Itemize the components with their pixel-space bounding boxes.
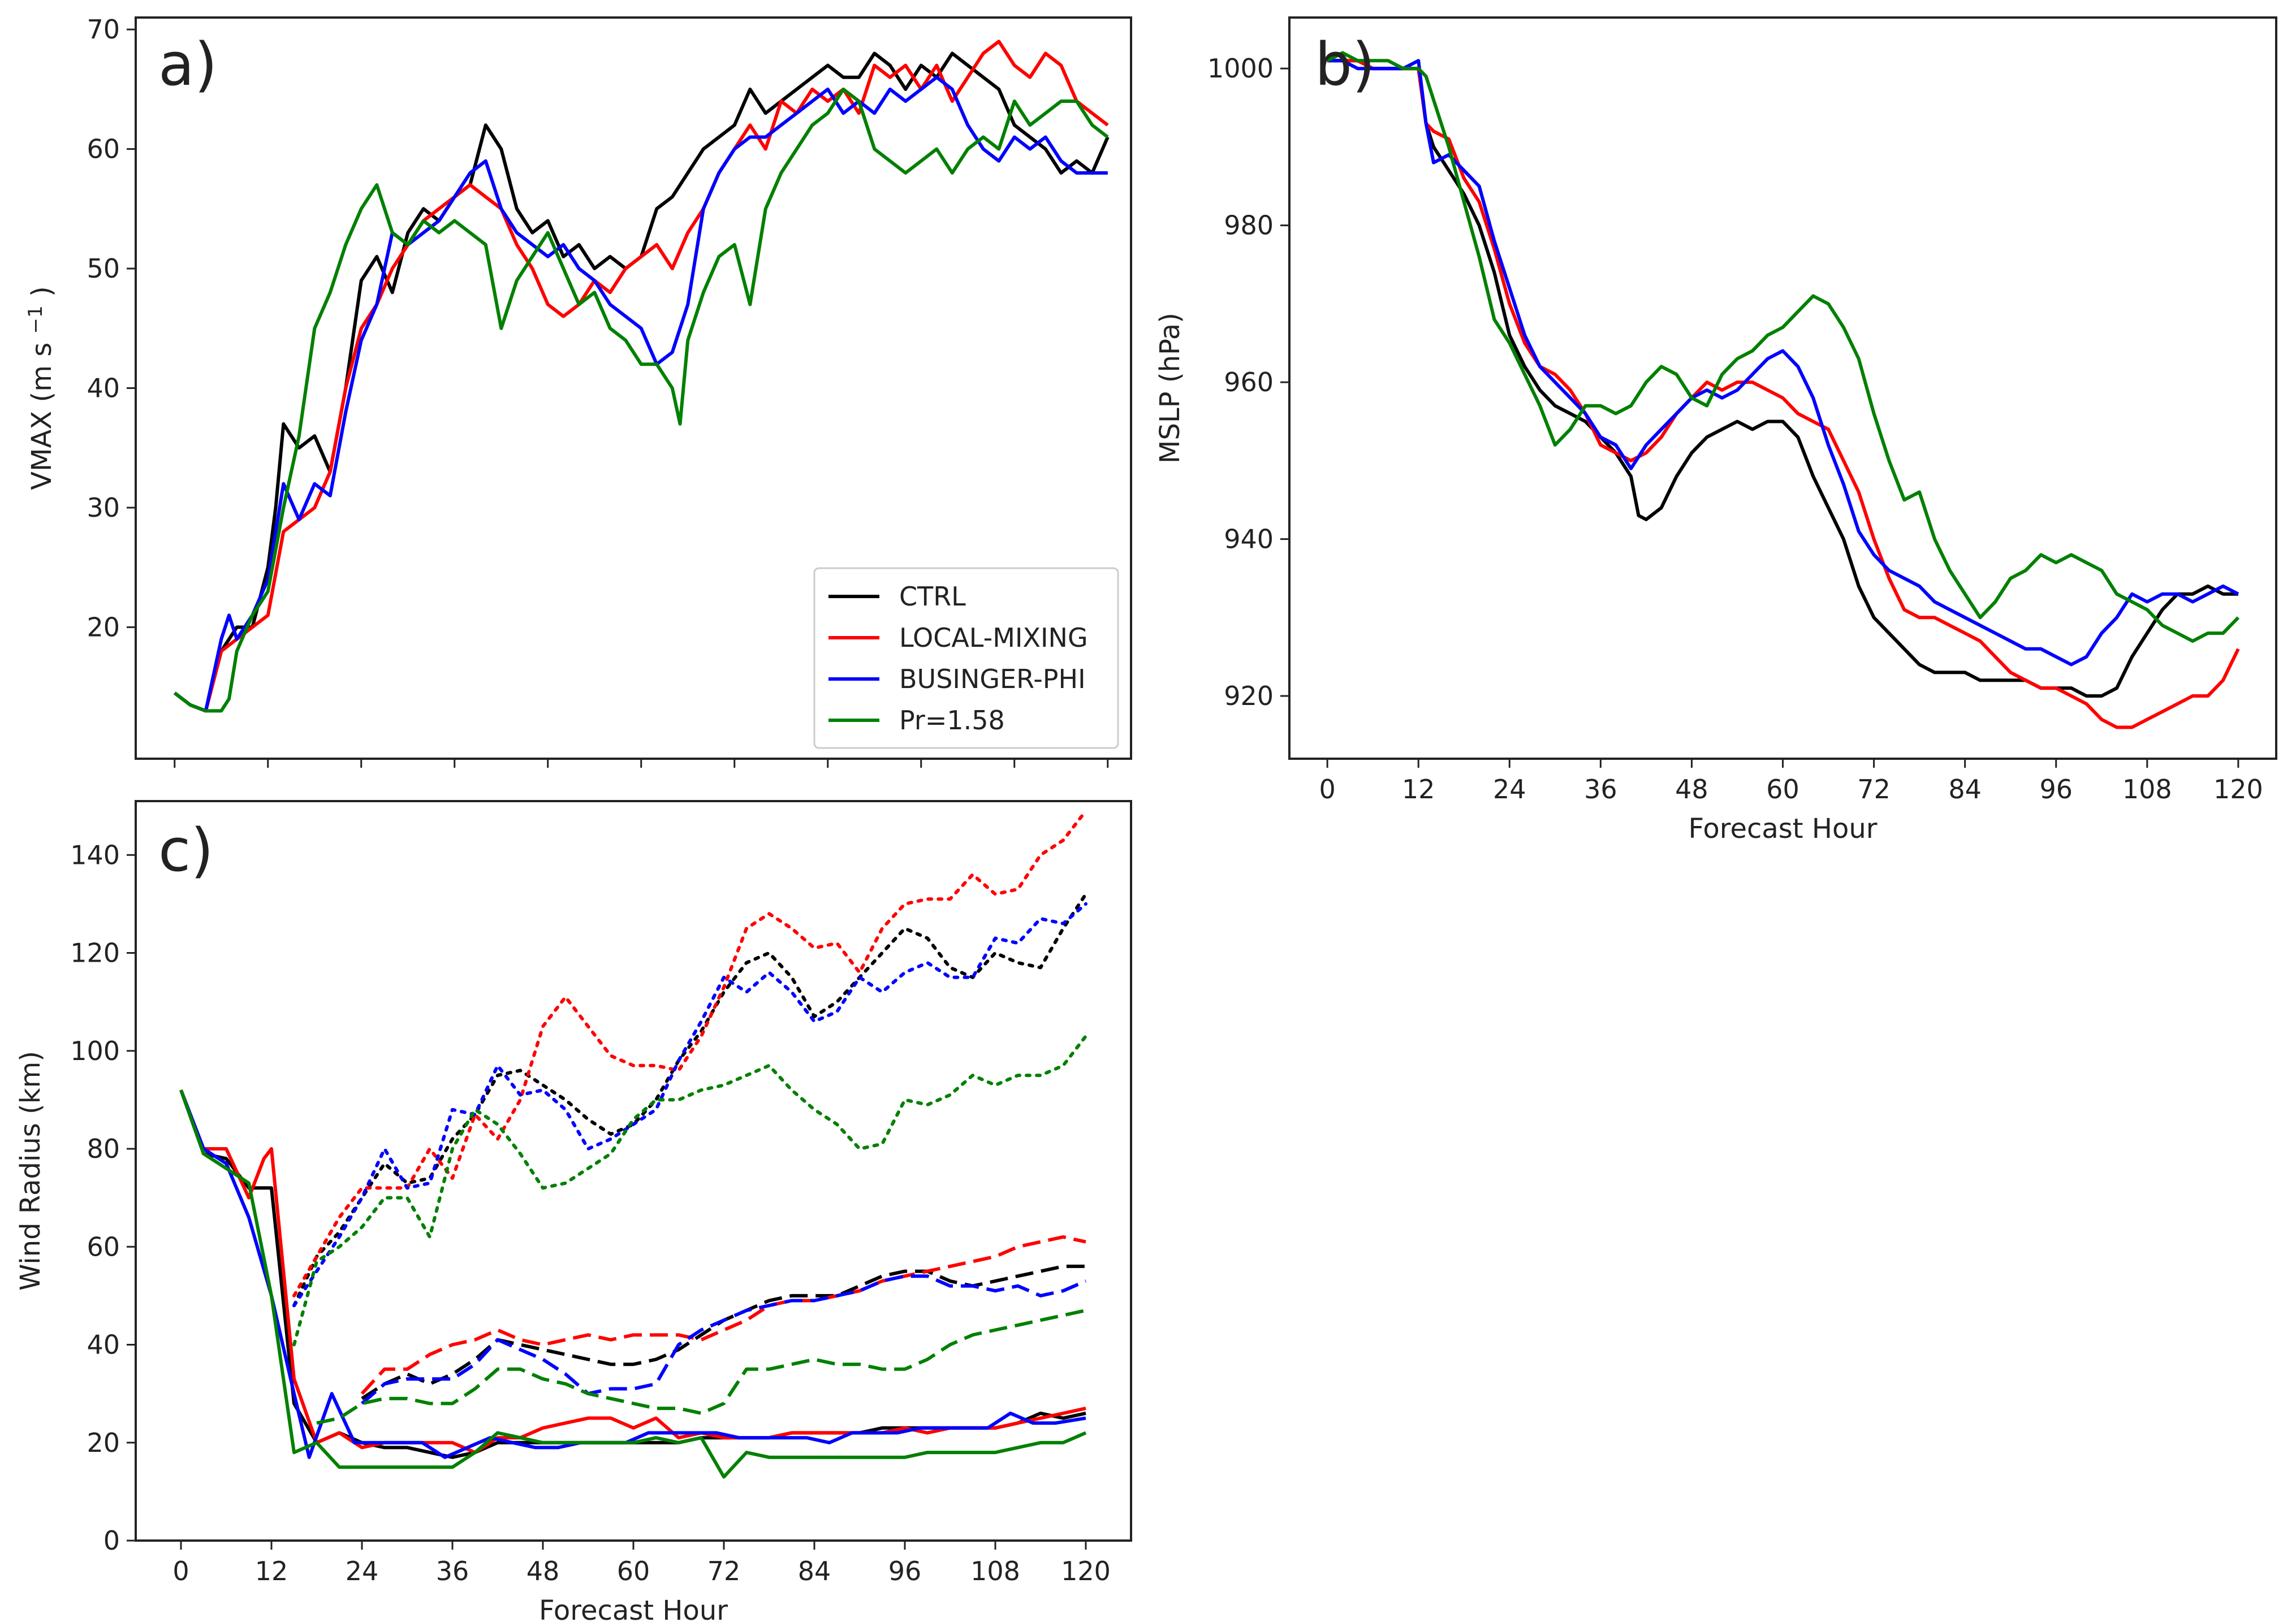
y-tick-label: 920 xyxy=(1224,681,1274,711)
x-tick-label: 0 xyxy=(172,1556,189,1586)
y-tick-label: 80 xyxy=(87,1134,120,1164)
y-tick-label: 0 xyxy=(103,1525,120,1556)
legend-label-local-mixing: LOCAL-MIXING xyxy=(899,622,1088,653)
panel-a-ylabel-main: VMAX (m s xyxy=(26,343,58,490)
y-tick-label: 60 xyxy=(87,134,120,165)
panel-c-xlabel: Forecast Hour xyxy=(539,1595,728,1622)
panel-c-ylabel: Wind Radius (km) xyxy=(15,1051,46,1291)
panel-a-ylabel-end: ) xyxy=(26,286,58,297)
y-tick-label: 1000 xyxy=(1207,53,1274,84)
panel-b-xlabel: Forecast Hour xyxy=(1689,813,1878,845)
series-pr-1-58-dashed-line xyxy=(316,1308,1086,1425)
panel-b-ylabel: MSLP (hPa) xyxy=(1154,313,1186,464)
x-tick-label: 84 xyxy=(798,1556,831,1586)
y-tick-label: 60 xyxy=(87,1231,120,1262)
x-tick-label: 84 xyxy=(1948,774,1982,804)
x-tick-label: 12 xyxy=(255,1556,288,1586)
series-local-mixing-dotted-line xyxy=(292,809,1087,1297)
y-tick-label: 70 xyxy=(87,14,120,45)
y-tick-label: 140 xyxy=(70,840,120,870)
y-tick-label: 940 xyxy=(1224,524,1274,555)
y-tick-label: 30 xyxy=(87,492,120,523)
series-businger-phi-dashed-line xyxy=(361,1274,1087,1405)
series-local-mixing-solid-line xyxy=(1327,59,2240,729)
x-tick-label: 24 xyxy=(1493,774,1526,804)
y-tick-label: 120 xyxy=(70,938,120,968)
x-tick-label: 0 xyxy=(1319,774,1335,804)
x-tick-label: 108 xyxy=(970,1556,1020,1586)
x-tick-label: 108 xyxy=(2122,774,2172,804)
panel-b-series-layer xyxy=(1326,51,2240,729)
x-tick-label: 72 xyxy=(1857,774,1891,804)
series-ctrl-solid-line xyxy=(1327,59,2238,698)
panel-b-tick-layer: 0 12 24 36 48 60 72 84 96 108 120 920 940 960 980 1000 xyxy=(1207,53,2263,804)
panel-a-axes-frame xyxy=(135,16,1132,760)
series-ctrl-dotted-line xyxy=(292,892,1087,1308)
legend-entries: CTRL LOCAL-MIXING BUSINGER-PHI Pr=1.58 xyxy=(828,581,1088,736)
series-pr-1-58-solid-line xyxy=(1326,51,2240,643)
panel-b-axes-frame xyxy=(1288,16,2277,760)
panel-b-label: b) xyxy=(1315,30,1375,99)
y-tick-label: 40 xyxy=(87,373,120,404)
y-tick-label: 100 xyxy=(70,1036,120,1066)
y-tick-label: 980 xyxy=(1224,210,1274,241)
panel-c-axes-frame xyxy=(135,800,1132,1542)
x-tick-label: 60 xyxy=(617,1556,650,1586)
series-local-mixing-dashed-line xyxy=(360,1235,1086,1395)
panel-b-mslp-chart: 0 12 24 36 48 60 72 84 96 108 1209209409609801000 … xyxy=(1154,16,2277,845)
panel-a-tick-layer: 20 30 40 50 60 70 xyxy=(87,14,1109,768)
x-tick-label: 12 xyxy=(1402,774,1435,804)
series-businger-phi-solid-line xyxy=(1327,59,2239,667)
series-local-mixing-solid-line xyxy=(179,1089,1086,1455)
y-tick-label: 960 xyxy=(1224,367,1274,397)
panel-a-series-layer xyxy=(173,40,1110,713)
panel-c-series-layer xyxy=(179,809,1087,1479)
panel-a-label: a) xyxy=(158,30,217,99)
y-tick-label: 20 xyxy=(87,612,120,642)
x-tick-label: 24 xyxy=(346,1556,379,1586)
x-tick-label: 120 xyxy=(1061,1556,1111,1586)
series-pr-1-58-solid-line xyxy=(173,87,1109,713)
legend-label-ctrl: CTRL xyxy=(899,581,966,612)
panel-c-label: c) xyxy=(158,816,214,885)
x-tick-label: 120 xyxy=(2213,774,2263,804)
y-tick-label: 50 xyxy=(87,253,120,284)
x-tick-label: 36 xyxy=(436,1556,469,1586)
panel-a-vmax-chart: 20 30 40 50 60 70 a) VMAX (m s −1 ) CTRL LOCAL… xyxy=(17,14,1132,768)
y-tick-label: 20 xyxy=(87,1428,120,1458)
x-tick-label: 48 xyxy=(1675,774,1708,804)
legend-label-pr-1-58: Pr=1.58 xyxy=(899,705,1005,736)
series-local-mixing-solid-line xyxy=(173,40,1109,713)
panel-a-legend: CTRL LOCAL-MIXING BUSINGER-PHI Pr=1.58 xyxy=(813,567,1119,749)
x-tick-label: 96 xyxy=(2039,774,2073,804)
y-tick-label: 40 xyxy=(87,1330,120,1360)
x-tick-label: 48 xyxy=(526,1556,560,1586)
series-pr-1-58-dotted-line xyxy=(292,1034,1087,1347)
x-tick-label: 72 xyxy=(707,1556,741,1586)
panel-a-ylabel: VMAX (m s −1 ) xyxy=(17,286,58,490)
legend-box xyxy=(813,567,1119,749)
series-businger-phi-solid-line xyxy=(173,75,1108,713)
x-tick-label: 36 xyxy=(1584,774,1617,804)
x-tick-label: 96 xyxy=(888,1556,922,1586)
panel-a-ylabel-superscript: −1 xyxy=(24,305,47,334)
panel-c-tick-layer: 0 12 24 36 48 60 72 84 96 108 120 0 20 40 60 80 100 120 14… xyxy=(70,840,1111,1586)
x-tick-label: 60 xyxy=(1766,774,1799,804)
legend-label-businger-phi: BUSINGER-PHI xyxy=(899,664,1086,694)
series-pr-1-58-solid-line xyxy=(179,1089,1087,1479)
panel-c-wind-radius-chart: 0 12 24 36 48 60 72 84 96 108 120 0 20 40 60 80 100 120 14… xyxy=(15,800,1132,1622)
series-businger-phi-dotted-line xyxy=(292,902,1087,1308)
